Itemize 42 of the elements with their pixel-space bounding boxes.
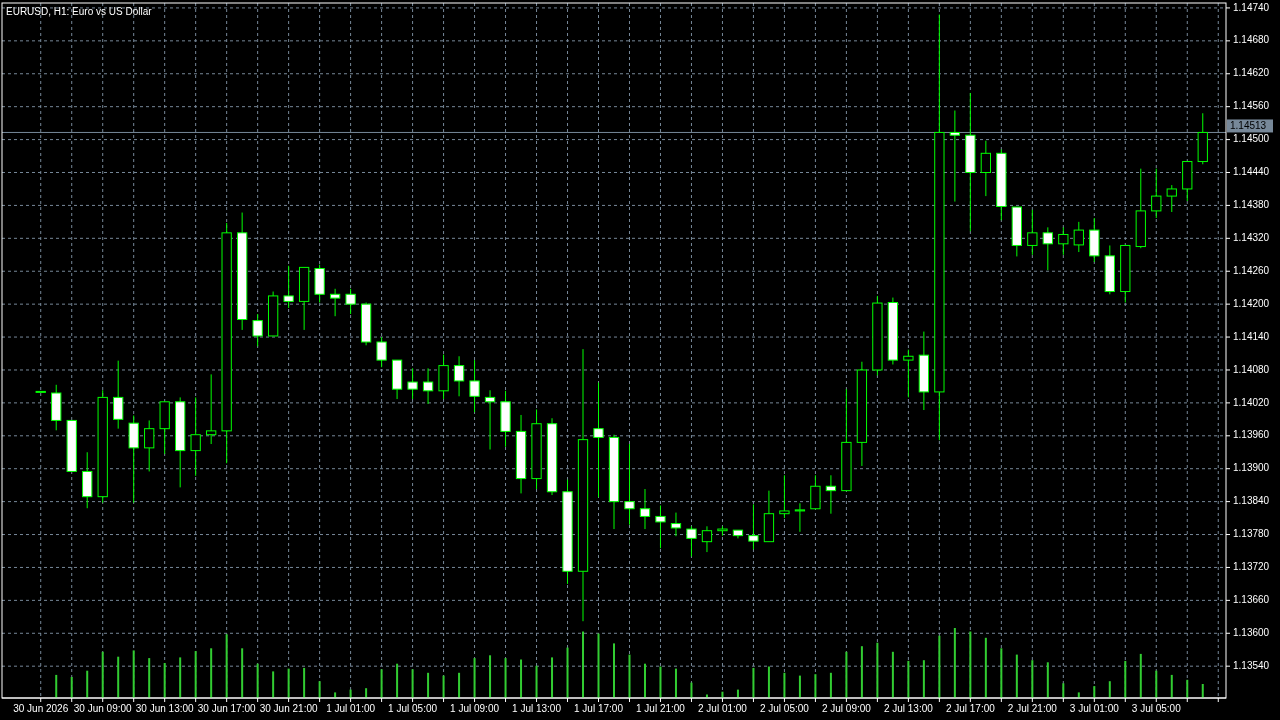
x-tick-label: 1 Jul 17:00 — [574, 703, 624, 714]
x-tick-label: 3 Jul 05:00 — [1131, 703, 1182, 714]
x-tick-label: 2 Jul 09:00 — [821, 703, 872, 714]
x-tick-label: 1 Jul 13:00 — [512, 703, 562, 714]
y-tick-label: 1.14140 — [1233, 330, 1270, 342]
x-tick-label: 2 Jul 21:00 — [1007, 703, 1058, 714]
x-tick-label: 3 Jul 01:00 — [1069, 703, 1120, 714]
x-tick-label: 2 Jul 01:00 — [697, 703, 748, 714]
y-tick-label: 1.13780 — [1233, 528, 1270, 540]
x-tick-label: 2 Jul 13:00 — [883, 703, 934, 714]
y-tick-label: 1.14560 — [1233, 100, 1270, 112]
x-tick-label: 30 Jun 21:00 — [259, 703, 318, 714]
y-tick-label: 1.14080 — [1233, 363, 1270, 375]
x-tick-label: 1 Jul 05:00 — [388, 703, 438, 714]
x-tick-label: 1 Jul 09:00 — [450, 703, 500, 714]
y-tick-label: 1.14260 — [1233, 264, 1270, 276]
y-tick-label: 1.13960 — [1233, 429, 1270, 441]
x-tick-label: 30 Jun 09:00 — [73, 703, 133, 714]
y-tick-label: 1.14440 — [1233, 166, 1270, 178]
x-tick-label: 1 Jul 21:00 — [636, 703, 686, 714]
y-tick-label: 1.14380 — [1233, 199, 1270, 211]
y-tick-label: 1.14620 — [1233, 67, 1270, 79]
y-tick-label: 1.13540 — [1233, 659, 1270, 671]
y-tick-label: 1.14680 — [1233, 34, 1270, 46]
x-tick-label: 2 Jul 05:00 — [759, 703, 810, 714]
y-tick-label: 1.13600 — [1233, 626, 1270, 638]
y-tick-label: 1.14740 — [1233, 1, 1270, 13]
x-tick-label: 2 Jul 17:00 — [945, 703, 996, 714]
x-tick-label: 30 Jun 2026 — [13, 703, 69, 714]
y-tick-label: 1.14020 — [1233, 396, 1270, 408]
y-tick-label: 1.13720 — [1233, 561, 1270, 573]
x-tick-label: 30 Jun 17:00 — [197, 703, 257, 714]
chart-title: EURUSD, H1: Euro vs US Dollar — [6, 6, 153, 17]
y-tick-label: 1.14500 — [1233, 133, 1270, 145]
y-tick-label: 1.14320 — [1233, 231, 1270, 243]
x-tick-label: 1 Jul 01:00 — [326, 703, 376, 714]
ref-line-label: 1.14513 — [1230, 119, 1267, 131]
y-tick-label: 1.14200 — [1233, 297, 1270, 309]
x-tick-label: 30 Jun 13:00 — [135, 703, 195, 714]
y-tick-label: 1.13900 — [1233, 462, 1270, 474]
y-tick-label: 1.13840 — [1233, 495, 1270, 507]
y-tick-label: 1.13660 — [1233, 594, 1270, 605]
